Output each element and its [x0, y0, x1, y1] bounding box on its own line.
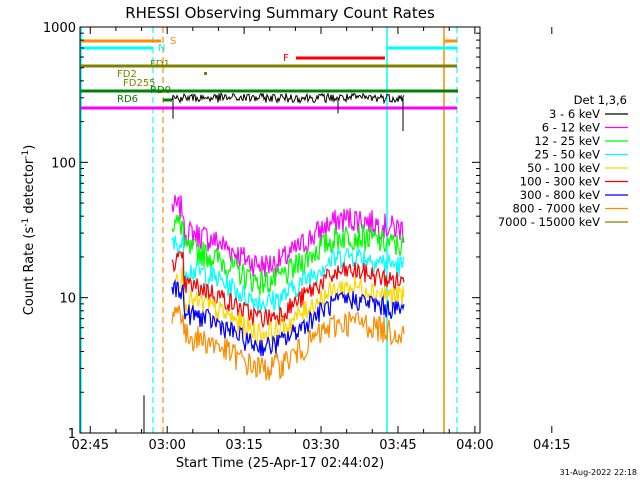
- legend-label: 50 - 100 keV: [527, 161, 600, 175]
- x-tick-label: 03:00: [148, 438, 185, 453]
- flag-label-f: F: [283, 53, 289, 64]
- chart-title: RHESSI Observing Summary Count Rates: [125, 4, 435, 22]
- legend-label: 800 - 7000 keV: [512, 202, 600, 216]
- flag-dot: [204, 72, 207, 75]
- series-trace: [171, 214, 405, 296]
- series-trace: [171, 251, 405, 329]
- x-tick-label: 03:15: [225, 438, 262, 453]
- legend-label: 12 - 25 keV: [534, 134, 600, 148]
- legend-label: 300 - 800 keV: [520, 188, 600, 202]
- footer-date: 31-Aug-2022 22:18: [560, 468, 637, 477]
- plot-frame: [79, 26, 481, 434]
- y-tick-label: 10: [59, 292, 76, 307]
- flag-label-fd255: FD255: [123, 78, 156, 89]
- series-trace: [171, 234, 405, 314]
- x-tick-label: 03:30: [302, 438, 339, 453]
- x-tick-label: 03:45: [379, 438, 416, 453]
- x-tick-label: 02:45: [72, 438, 109, 453]
- x-axis-label: Start Time (25-Apr-17 02:44:02): [176, 456, 384, 471]
- y-axis: 1 10 100 1000: [43, 21, 480, 442]
- y-tick-label: 1000: [43, 21, 76, 36]
- legend-label: 7000 - 15000 keV: [498, 215, 600, 229]
- legend-label: 3 - 6 keV: [549, 107, 600, 121]
- series-trace: [171, 304, 405, 381]
- x-tick-label: 04:00: [456, 438, 493, 453]
- legend-label: 25 - 50 keV: [534, 148, 600, 162]
- series-trace-3-6: [171, 92, 405, 105]
- legend-label: 100 - 300 keV: [520, 175, 600, 189]
- series-trace: [171, 194, 405, 278]
- legend-label: 6 - 12 keV: [542, 121, 600, 135]
- series-trace: [171, 267, 405, 345]
- flag-label-rd0: RD0: [150, 85, 171, 96]
- x-axis: 02:45 03:00 03:15 03:30 03:45 04:00 04:15: [72, 27, 571, 453]
- y-axis-label: Count Rate (s-1 detector-1): [21, 145, 37, 316]
- flag-labels: S N F FD1 FD2 FD255 RD0 RD6: [117, 36, 289, 105]
- flag-label-fd2: FD2: [117, 69, 137, 80]
- flag-label-fd1: FD1: [150, 59, 170, 70]
- y-tick-label: 1: [68, 427, 76, 442]
- plot-area: [80, 27, 458, 433]
- flag-label-n: N: [158, 43, 165, 54]
- y-tick-label: 100: [51, 156, 76, 171]
- x-tick-label: 04:15: [533, 438, 570, 453]
- series-trace: [171, 278, 405, 357]
- flag-label-rd6: RD6: [117, 94, 138, 105]
- flag-label-s: S: [170, 36, 176, 47]
- legend-title: Det 1,3,6: [574, 93, 627, 107]
